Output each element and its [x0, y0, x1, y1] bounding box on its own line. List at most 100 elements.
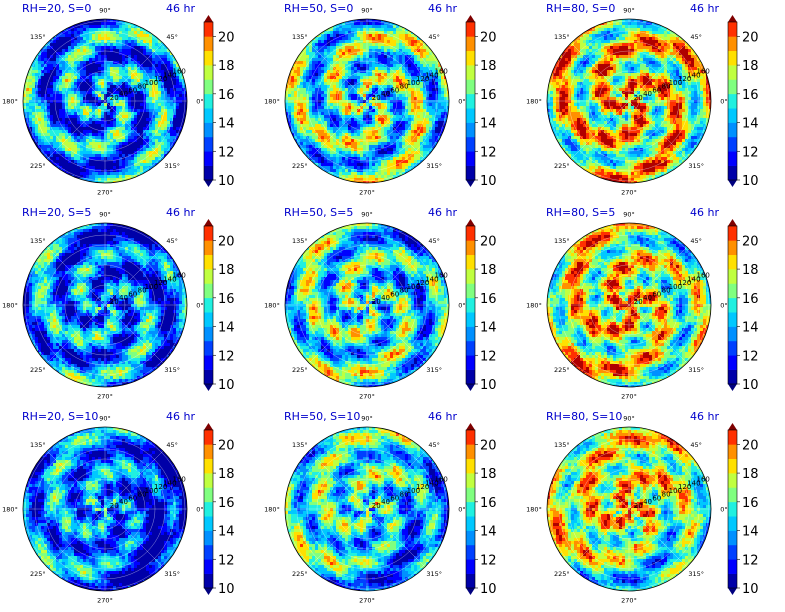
colorbar: 10 12 14 16 18 20: [727, 423, 759, 597]
colorbar-segment: [728, 312, 737, 327]
angular-tick-label: 45°: [690, 441, 702, 449]
colorbar-tick-label: 12: [742, 553, 759, 568]
colorbar-extend-min: [466, 384, 475, 391]
colorbar-tick-label: 20: [218, 438, 235, 453]
radial-tick-label: 40: [119, 498, 128, 506]
colorbar-segment: [728, 65, 737, 80]
radial-tick-label: 160: [172, 476, 185, 484]
polar-plot: 0°45°90°135°180°225°270°315°20 40 60 801001…: [526, 7, 759, 197]
angular-tick-label: 90°: [361, 7, 373, 15]
radial-tick-label: 120: [154, 279, 167, 287]
colorbar-extend-min: [728, 180, 737, 187]
colorbar-segment: [728, 122, 737, 138]
colorbar-segment: [466, 501, 475, 517]
radial-tick-label: 100: [669, 79, 682, 87]
radial-tick-label: 160: [172, 272, 185, 280]
colorbar-tick-label: 10: [742, 378, 759, 393]
colorbar-tick-label: 18: [742, 467, 759, 482]
polar-panel: 0° 45° 90° 135° 180° 225° 270° 315° 20 40 60 80 100 1…: [262, 408, 524, 612]
colorbar-segment: [204, 530, 213, 546]
colorbar-tick-label: 14: [480, 321, 497, 336]
colorbar-tick-label: 10: [742, 582, 759, 597]
radial-tick-label: 80: [138, 491, 147, 499]
radial-tick-label: 80: [400, 83, 409, 91]
polar-gridlines: [23, 427, 187, 591]
colorbar-segment: [728, 516, 737, 531]
colorbar-segment: [466, 312, 475, 327]
colorbar-tick-label: 14: [480, 525, 497, 540]
radial-tick-label: 160: [696, 476, 709, 484]
colorbar-segment: [728, 136, 737, 152]
colorbar-tick-label: 18: [218, 467, 235, 482]
angular-tick-label: 0°: [458, 506, 465, 514]
colorbar-segment: [204, 573, 213, 589]
colorbar-segment: [728, 108, 737, 123]
angular-tick-label: 225°: [30, 366, 46, 374]
angular-tick-label: 90°: [99, 415, 111, 423]
angular-tick-label: 315°: [426, 366, 442, 374]
angular-tick-label: 0°: [458, 98, 465, 106]
colorbar-tick-label: 14: [742, 117, 759, 132]
colorbar-segment: [728, 283, 737, 299]
colorbar-tick-label: 18: [480, 263, 497, 278]
colorbar-segment: [466, 516, 475, 531]
colorbar-tick-label: 10: [218, 174, 235, 189]
colorbar-segment: [466, 254, 475, 270]
colorbar-segment: [204, 297, 213, 313]
panel-title: RH=20, S=5: [22, 206, 91, 219]
radial-tick-label: 160: [172, 68, 185, 76]
colorbar-tick-label: 12: [480, 553, 497, 568]
colorbar-segment: [466, 65, 475, 80]
colorbar-segment: [466, 36, 475, 52]
radial-tick-label: 60: [652, 494, 661, 502]
radial-tick-label: 120: [416, 483, 429, 491]
colorbar-tick-label: 14: [480, 117, 497, 132]
angular-tick-label: 90°: [623, 211, 635, 219]
angular-tick-label: 45°: [690, 237, 702, 245]
colorbar-tick-label: 18: [480, 59, 497, 74]
angular-tick-label: 315°: [426, 570, 442, 578]
colorbar-segment: [466, 283, 475, 299]
colorbar-tick-label: 14: [218, 525, 235, 540]
angular-tick-label: 135°: [554, 441, 570, 449]
colorbar-tick-label: 16: [742, 292, 759, 307]
radial-tick-label: 20: [110, 94, 119, 102]
colorbar-segment: [466, 355, 475, 370]
colorbar-extend-min: [204, 180, 213, 187]
angular-tick-label: 225°: [30, 162, 46, 170]
colorbar-segment: [728, 544, 737, 560]
colorbar-tick-label: 12: [742, 349, 759, 364]
polar-panel: 0° 45° 90° 135° 180° 225° 270° 315° 20 40 60 80 100 1…: [0, 204, 262, 408]
radial-tick-label: 20: [110, 502, 119, 510]
angular-tick-label: 315°: [164, 570, 180, 578]
colorbar-segment: [204, 516, 213, 531]
panel-title: RH=80, S=5: [546, 206, 615, 219]
colorbar-tick-label: 20: [480, 30, 497, 45]
colorbar-tick-label: 18: [218, 59, 235, 74]
colorbar-tick-label: 12: [218, 145, 235, 160]
colorbar-segment: [466, 165, 475, 181]
colorbar-extend-min: [466, 588, 475, 595]
radial-tick-label: 100: [145, 487, 158, 495]
colorbar-segment: [204, 226, 213, 241]
polar-plot: 0°45°90°135°180°225°270°315°20 40 60 801001…: [2, 7, 235, 197]
colorbar: 10 12 14 16 18 20: [465, 423, 497, 597]
colorbar-tick-label: 12: [480, 349, 497, 364]
angular-tick-label: 180°: [264, 98, 280, 106]
polar-panel: 0° 45° 90° 135° 180° 225° 270° 315° 20 40 60 80 100 1…: [524, 408, 785, 612]
colorbar-segment: [204, 93, 213, 109]
radial-tick-label: 20: [372, 94, 381, 102]
colorbar-segment: [466, 487, 475, 503]
radial-tick-label: 120: [678, 483, 691, 491]
angular-tick-label: 135°: [292, 237, 308, 245]
angular-tick-label: 0°: [196, 98, 203, 106]
colorbar-extend-min: [466, 180, 475, 187]
colorbar-tick-label: 10: [742, 174, 759, 189]
angular-tick-label: 225°: [30, 570, 46, 578]
colorbar-tick-label: 16: [218, 88, 235, 103]
polar-plot: 0°45°90°135°180°225°270°315°20 40 60 801001…: [526, 415, 759, 605]
colorbar-segment: [728, 444, 737, 460]
colorbar-segment: [204, 544, 213, 560]
polar-gridlines: [547, 19, 711, 183]
